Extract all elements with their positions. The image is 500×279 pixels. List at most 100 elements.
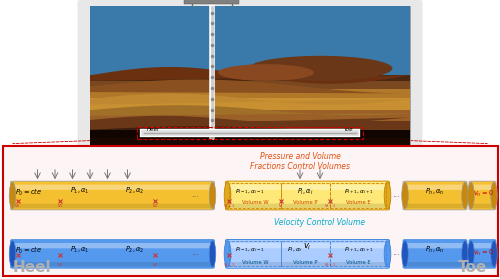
PathPatch shape (90, 93, 410, 105)
Text: $P_2, \alpha_2$: $P_2, \alpha_2$ (126, 186, 144, 196)
FancyBboxPatch shape (406, 204, 464, 208)
Text: $P_{i-1}, \alpha_{i-1}$: $P_{i-1}, \alpha_{i-1}$ (235, 187, 265, 196)
Text: $P_2, \alpha_2$: $P_2, \alpha_2$ (126, 245, 144, 255)
Ellipse shape (384, 240, 391, 267)
Text: $P_n, \alpha_n$: $P_n, \alpha_n$ (424, 186, 444, 197)
Text: $v_0$: $v_0$ (14, 261, 21, 270)
Bar (184, 0, 239, 4)
Bar (90, 130, 410, 138)
Ellipse shape (402, 240, 408, 267)
PathPatch shape (90, 105, 410, 116)
Text: $v_i$: $v_i$ (278, 203, 284, 210)
Ellipse shape (209, 240, 216, 267)
FancyBboxPatch shape (228, 185, 386, 190)
Text: ...: ... (191, 190, 199, 199)
Text: Pressure and Volume
Fractions Control Volumes: Pressure and Volume Fractions Control Vo… (250, 152, 350, 171)
Text: $v_1$: $v_1$ (56, 203, 64, 210)
FancyBboxPatch shape (228, 262, 386, 266)
Text: $v_1$: $v_1$ (56, 261, 64, 270)
Text: $v_i$: $v_i$ (303, 242, 312, 252)
Text: $P_1, \alpha_1$: $P_1, \alpha_1$ (70, 245, 90, 255)
Bar (90, 75, 410, 81)
Text: Velocity Control Volume: Velocity Control Volume (274, 218, 366, 227)
Bar (90, 138, 410, 145)
Text: $P_{i+1}, \alpha_{i+1}$: $P_{i+1}, \alpha_{i+1}$ (344, 187, 374, 196)
Ellipse shape (224, 240, 231, 267)
FancyBboxPatch shape (228, 243, 386, 248)
FancyBboxPatch shape (228, 204, 386, 208)
Text: ...: ... (392, 248, 400, 257)
Text: Volume P: Volume P (293, 200, 318, 205)
PathPatch shape (90, 116, 410, 126)
Ellipse shape (218, 64, 314, 81)
Ellipse shape (491, 240, 497, 267)
Bar (90, 81, 410, 89)
Text: $P_{i-1}, \alpha_{i-1}$: $P_{i-1}, \alpha_{i-1}$ (235, 246, 265, 254)
FancyBboxPatch shape (472, 243, 493, 248)
Bar (90, 121, 410, 130)
Text: ...: ... (191, 248, 199, 257)
FancyBboxPatch shape (2, 146, 498, 276)
Ellipse shape (468, 240, 474, 267)
FancyBboxPatch shape (10, 181, 214, 210)
Text: Volume W: Volume W (242, 260, 268, 265)
Text: $P_n, \alpha_n$: $P_n, \alpha_n$ (424, 245, 444, 255)
Text: $v_2$: $v_2$ (152, 203, 158, 210)
FancyBboxPatch shape (14, 262, 211, 266)
FancyBboxPatch shape (226, 181, 390, 210)
Text: $P_i, \alpha_i$: $P_i, \alpha_i$ (287, 246, 303, 254)
Text: Heel: Heel (147, 127, 160, 132)
FancyBboxPatch shape (226, 239, 390, 268)
FancyBboxPatch shape (10, 239, 214, 268)
FancyBboxPatch shape (469, 239, 496, 268)
FancyBboxPatch shape (14, 243, 211, 248)
Ellipse shape (9, 240, 16, 267)
FancyBboxPatch shape (90, 6, 410, 145)
Text: $P_{i+1}, \alpha_{i+1}$: $P_{i+1}, \alpha_{i+1}$ (344, 246, 374, 254)
Text: $v_{i-1}$: $v_{i-1}$ (223, 203, 235, 210)
PathPatch shape (90, 80, 410, 93)
Bar (90, 6, 410, 75)
FancyBboxPatch shape (403, 181, 467, 210)
FancyBboxPatch shape (469, 181, 496, 210)
Ellipse shape (468, 182, 474, 209)
Bar (90, 130, 410, 138)
Ellipse shape (248, 56, 392, 81)
Text: $v_n=0$: $v_n=0$ (472, 247, 494, 258)
PathPatch shape (90, 126, 410, 135)
Text: $v_{i+1}$: $v_{i+1}$ (324, 261, 336, 270)
Text: $P_0=cte$: $P_0=cte$ (16, 245, 42, 256)
FancyBboxPatch shape (14, 204, 211, 208)
Bar (90, 98, 410, 110)
Text: $v_0$: $v_0$ (14, 203, 21, 210)
Text: $v_n=0$: $v_n=0$ (472, 189, 494, 199)
Text: $P_0=cte$: $P_0=cte$ (16, 187, 42, 198)
Ellipse shape (9, 182, 16, 209)
FancyBboxPatch shape (472, 262, 493, 266)
FancyBboxPatch shape (472, 204, 493, 208)
Ellipse shape (402, 182, 408, 209)
FancyBboxPatch shape (14, 185, 211, 190)
Text: $v_{i-1}$: $v_{i-1}$ (223, 261, 235, 270)
Text: $P_1, \alpha_1$: $P_1, \alpha_1$ (70, 186, 90, 196)
Ellipse shape (462, 182, 468, 209)
Ellipse shape (491, 182, 497, 209)
Text: Volume W: Volume W (242, 200, 268, 205)
Bar (90, 89, 410, 98)
FancyBboxPatch shape (78, 0, 422, 152)
Ellipse shape (209, 182, 216, 209)
Text: $v_2$: $v_2$ (152, 261, 158, 270)
PathPatch shape (90, 67, 410, 84)
Text: Volume E: Volume E (346, 200, 370, 205)
FancyBboxPatch shape (406, 243, 464, 248)
FancyBboxPatch shape (403, 239, 467, 268)
Text: Heel: Heel (12, 260, 51, 275)
Text: ...: ... (392, 190, 400, 199)
Ellipse shape (224, 182, 231, 209)
Text: Toe: Toe (344, 127, 353, 132)
FancyBboxPatch shape (406, 262, 464, 266)
Ellipse shape (462, 240, 468, 267)
Text: $v_{i+1}$: $v_{i+1}$ (324, 203, 336, 210)
Text: $P_i, \alpha_i$: $P_i, \alpha_i$ (296, 186, 314, 197)
Ellipse shape (384, 182, 391, 209)
